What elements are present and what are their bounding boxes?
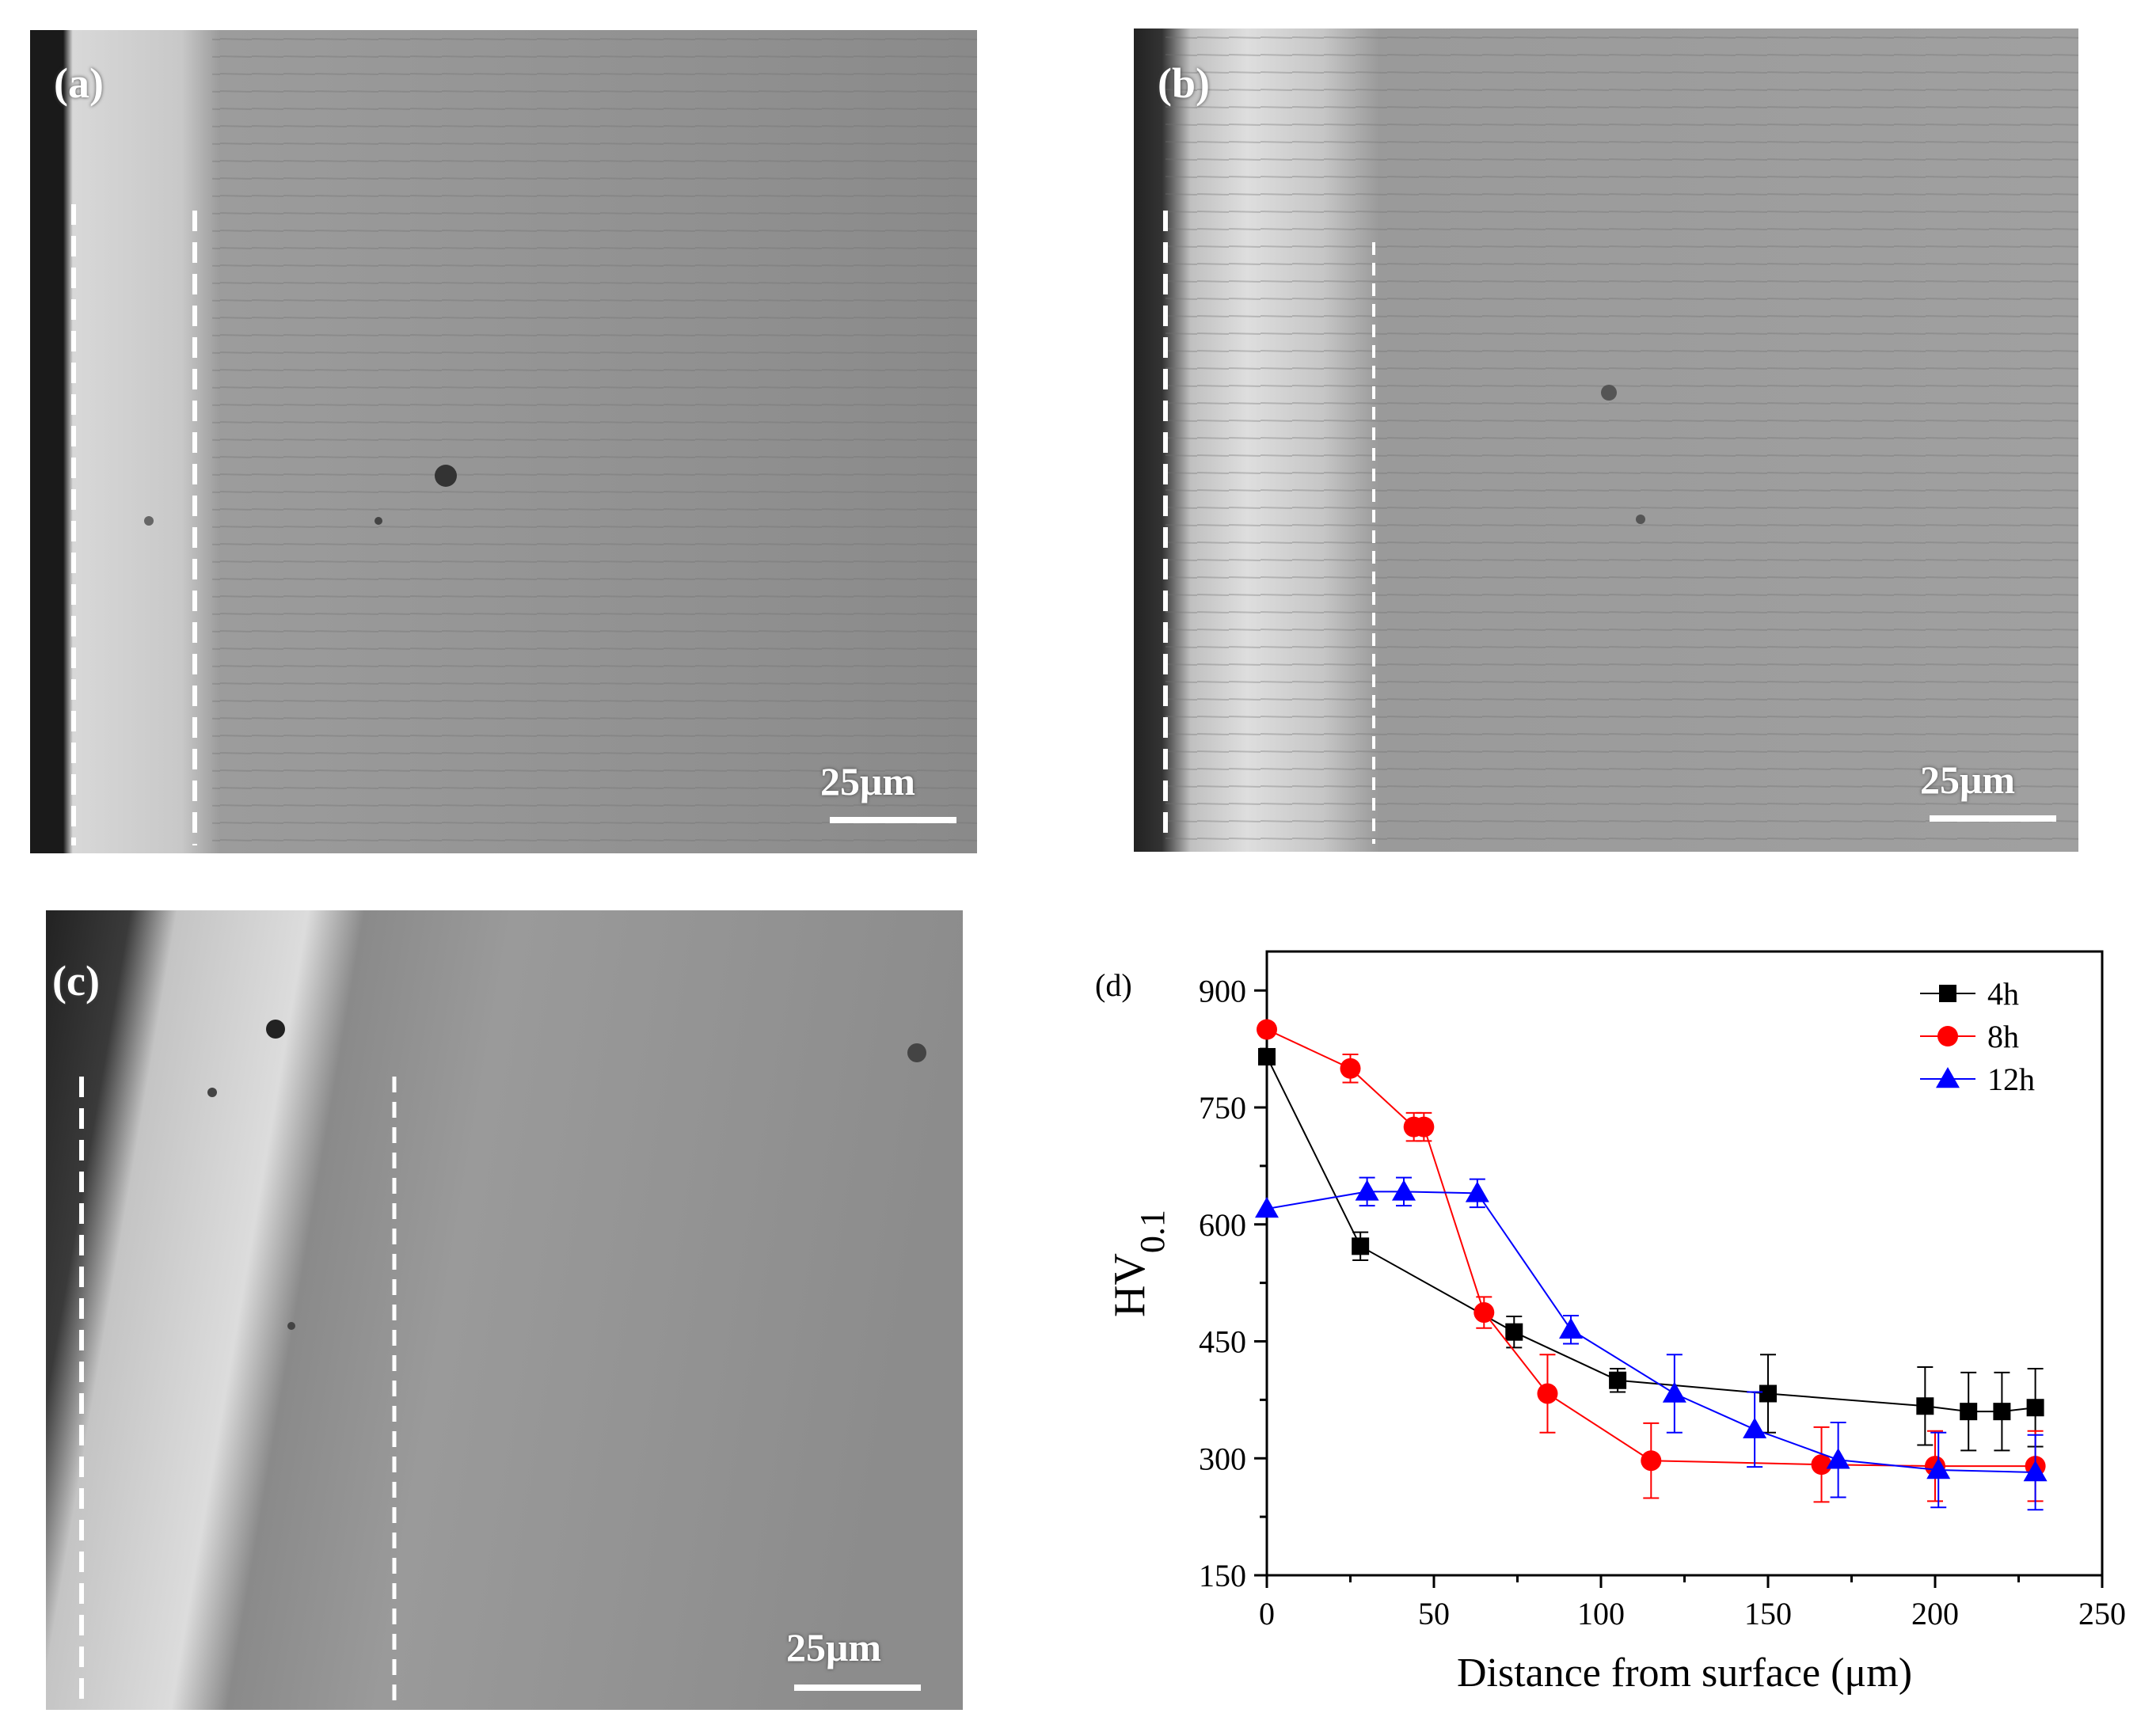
micrograph-c-image [46, 910, 963, 1710]
data-point [1537, 1383, 1558, 1404]
data-point [1926, 1458, 1951, 1479]
data-point [1258, 1047, 1276, 1065]
legend-entry-4h: 4h [1920, 976, 2019, 1012]
y-axis-label-sub: 0.1 [1133, 1210, 1172, 1253]
series-4h [1258, 1047, 2044, 1452]
y-tick-label: 300 [1199, 1441, 1246, 1476]
legend-label: 4h [1987, 976, 2019, 1012]
micrograph-b-image [1134, 28, 2078, 852]
x-tick-label: 100 [1577, 1596, 1625, 1631]
data-point [1916, 1397, 1934, 1415]
scale-bar-a [830, 817, 956, 823]
micrograph-a-image [30, 30, 977, 853]
data-point [1826, 1448, 1850, 1469]
data-point [1960, 1403, 1978, 1421]
legend-label: 8h [1987, 1019, 2019, 1054]
micrograph-c: (c) 25μm [46, 910, 963, 1710]
scale-label-b: 25μm [1920, 758, 2015, 802]
scale-label-a: 25μm [820, 759, 915, 803]
data-point [1559, 1317, 1584, 1339]
data-point [1465, 1181, 1489, 1202]
micrograph-a: (a) 25μm [30, 30, 977, 853]
axis-ticks: 0 50 100 150 200 250 150 300 450 600 750 900 [1199, 973, 2126, 1631]
x-tick-label: 0 [1259, 1596, 1275, 1631]
data-point [1993, 1403, 2011, 1421]
legend: 4h 8h 12h [1920, 976, 2035, 1097]
y-axis-label-main: HV [1105, 1253, 1154, 1317]
panel-label-c: (c) [52, 957, 100, 1005]
series-line [1266, 1028, 2036, 1468]
data-point [1937, 1026, 1958, 1046]
panel-label-d: (d) [1095, 967, 1132, 1003]
y-tick-label: 750 [1199, 1090, 1246, 1126]
data-point [1473, 1302, 1495, 1324]
data-point [1340, 1058, 1361, 1079]
data-point [1662, 1381, 1686, 1403]
x-tick-label: 150 [1744, 1596, 1792, 1631]
data-point [1811, 1454, 1832, 1476]
data-point [1255, 1197, 1279, 1218]
micrograph-b: (b) 25μm [1134, 28, 2078, 852]
series-layer [1255, 1019, 2048, 1511]
data-point [1641, 1450, 1662, 1472]
scale-label-c: 25μm [786, 1625, 881, 1669]
hardness-chart: (d) 0 50 100 150 200 250 150 300 450 600 750 900 4h… [1095, 950, 2126, 1696]
y-tick-label: 600 [1199, 1207, 1246, 1243]
scale-bar-b [1930, 815, 2056, 822]
y-tick-label: 900 [1199, 973, 1246, 1008]
data-point [1355, 1179, 1379, 1201]
data-point [1392, 1179, 1416, 1201]
data-point [1505, 1323, 1523, 1341]
data-point [1413, 1116, 1435, 1138]
y-tick-label: 150 [1199, 1558, 1246, 1593]
data-point [1939, 985, 1956, 1002]
series-8h [1257, 1019, 2046, 1503]
panel-label-b: (b) [1158, 59, 1210, 107]
data-point [2026, 1399, 2044, 1417]
data-point [1257, 1019, 1277, 1040]
series-line [1266, 1056, 2036, 1413]
legend-entry-8h: 8h [1920, 1019, 2019, 1054]
data-point [1743, 1417, 1767, 1439]
series-line [1266, 1191, 2036, 1473]
y-axis-label: HV0.1 [1105, 1210, 1172, 1317]
y-tick-label: 450 [1199, 1324, 1246, 1360]
panel-label-a: (a) [54, 59, 104, 107]
data-point [1352, 1237, 1370, 1255]
x-axis-label: Distance from surface (μm) [1457, 1650, 1912, 1696]
data-point [1936, 1067, 1960, 1088]
scale-bar-c [794, 1685, 921, 1691]
series-12h [1255, 1176, 2048, 1511]
legend-entry-12h: 12h [1920, 1062, 2035, 1097]
x-tick-label: 50 [1418, 1596, 1450, 1631]
data-point [1759, 1384, 1777, 1403]
x-tick-label: 200 [1911, 1596, 1959, 1631]
data-point [1609, 1371, 1627, 1389]
data-point [2023, 1460, 2048, 1482]
legend-label: 12h [1987, 1062, 2035, 1097]
x-tick-label: 250 [2078, 1596, 2126, 1631]
